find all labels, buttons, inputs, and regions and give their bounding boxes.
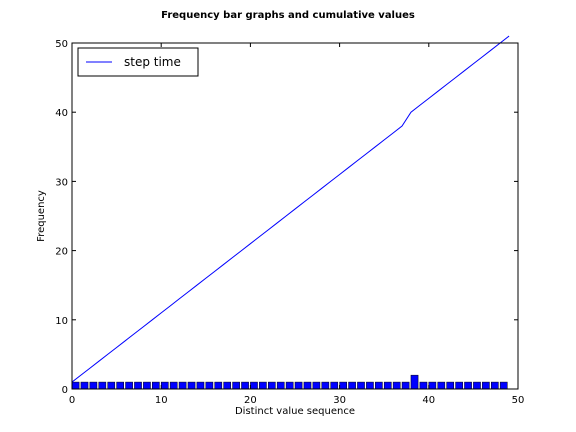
bar: [169, 381, 178, 390]
bar: [178, 381, 187, 390]
y-axis-label: Frequency: [36, 190, 47, 242]
bar: [98, 381, 107, 390]
bar: [125, 381, 133, 390]
bar: [499, 381, 508, 390]
bar: [339, 381, 347, 390]
y-tick-label: 30: [55, 177, 68, 188]
bar: [410, 374, 419, 390]
bar: [392, 381, 401, 390]
bar: [143, 381, 151, 390]
bar: [259, 381, 267, 390]
chart-title: Frequency bar graphs and cumulative valu…: [161, 10, 415, 21]
x-axis-label: Distinct value sequence: [235, 406, 355, 417]
bar: [366, 381, 374, 390]
bar: [419, 381, 428, 390]
bar: [187, 381, 196, 390]
bar: [473, 381, 481, 390]
line-layer: [71, 35, 510, 383]
bars-layer: [71, 374, 508, 390]
bar: [241, 381, 249, 390]
bar: [312, 381, 321, 390]
x-tick-label: 10: [155, 395, 168, 406]
series-line-step-time: [71, 35, 510, 383]
bar: [276, 381, 285, 390]
bar: [107, 381, 116, 390]
x-tick-label: 30: [333, 395, 346, 406]
x-tick-label: 40: [422, 395, 435, 406]
bar: [160, 381, 169, 390]
bar: [89, 381, 98, 390]
bar: [71, 381, 80, 390]
y-tick-label: 50: [55, 39, 68, 50]
plot-frame: [71, 42, 519, 390]
bar: [437, 381, 446, 390]
bar: [482, 381, 490, 390]
bar: [455, 381, 463, 390]
bar: [116, 381, 124, 390]
bar: [205, 381, 214, 390]
bar: [464, 381, 472, 390]
y-tick-label: 10: [55, 316, 68, 327]
bar: [428, 381, 437, 390]
bar: [446, 381, 455, 390]
bar: [80, 381, 89, 390]
bar: [357, 381, 365, 390]
bar: [285, 381, 294, 390]
bar: [490, 381, 499, 390]
y-tick-label: 40: [55, 108, 68, 119]
bar: [321, 381, 330, 390]
legend: step time: [77, 47, 199, 77]
bar: [348, 381, 356, 390]
bar: [250, 381, 258, 390]
x-tick-label: 0: [69, 395, 75, 406]
y-tick-label: 0: [62, 385, 68, 396]
bar: [232, 381, 240, 390]
x-tick-label: 20: [244, 395, 257, 406]
bar: [330, 381, 339, 390]
bar: [267, 381, 276, 390]
bar: [214, 381, 223, 390]
y-tick-label: 20: [55, 247, 68, 258]
bar: [134, 381, 142, 390]
legend-label-step-time: step time: [124, 55, 181, 69]
bar: [383, 381, 392, 390]
bar: [152, 381, 160, 390]
bar: [303, 381, 312, 390]
bar: [196, 381, 205, 390]
bar: [223, 381, 232, 390]
bar: [375, 381, 383, 390]
bar: [294, 381, 303, 390]
bar: [401, 381, 410, 390]
x-tick-label: 50: [512, 395, 525, 406]
ticks-layer: 0 10 20 30 40 50 0 10 20 30 40 50: [55, 39, 524, 406]
